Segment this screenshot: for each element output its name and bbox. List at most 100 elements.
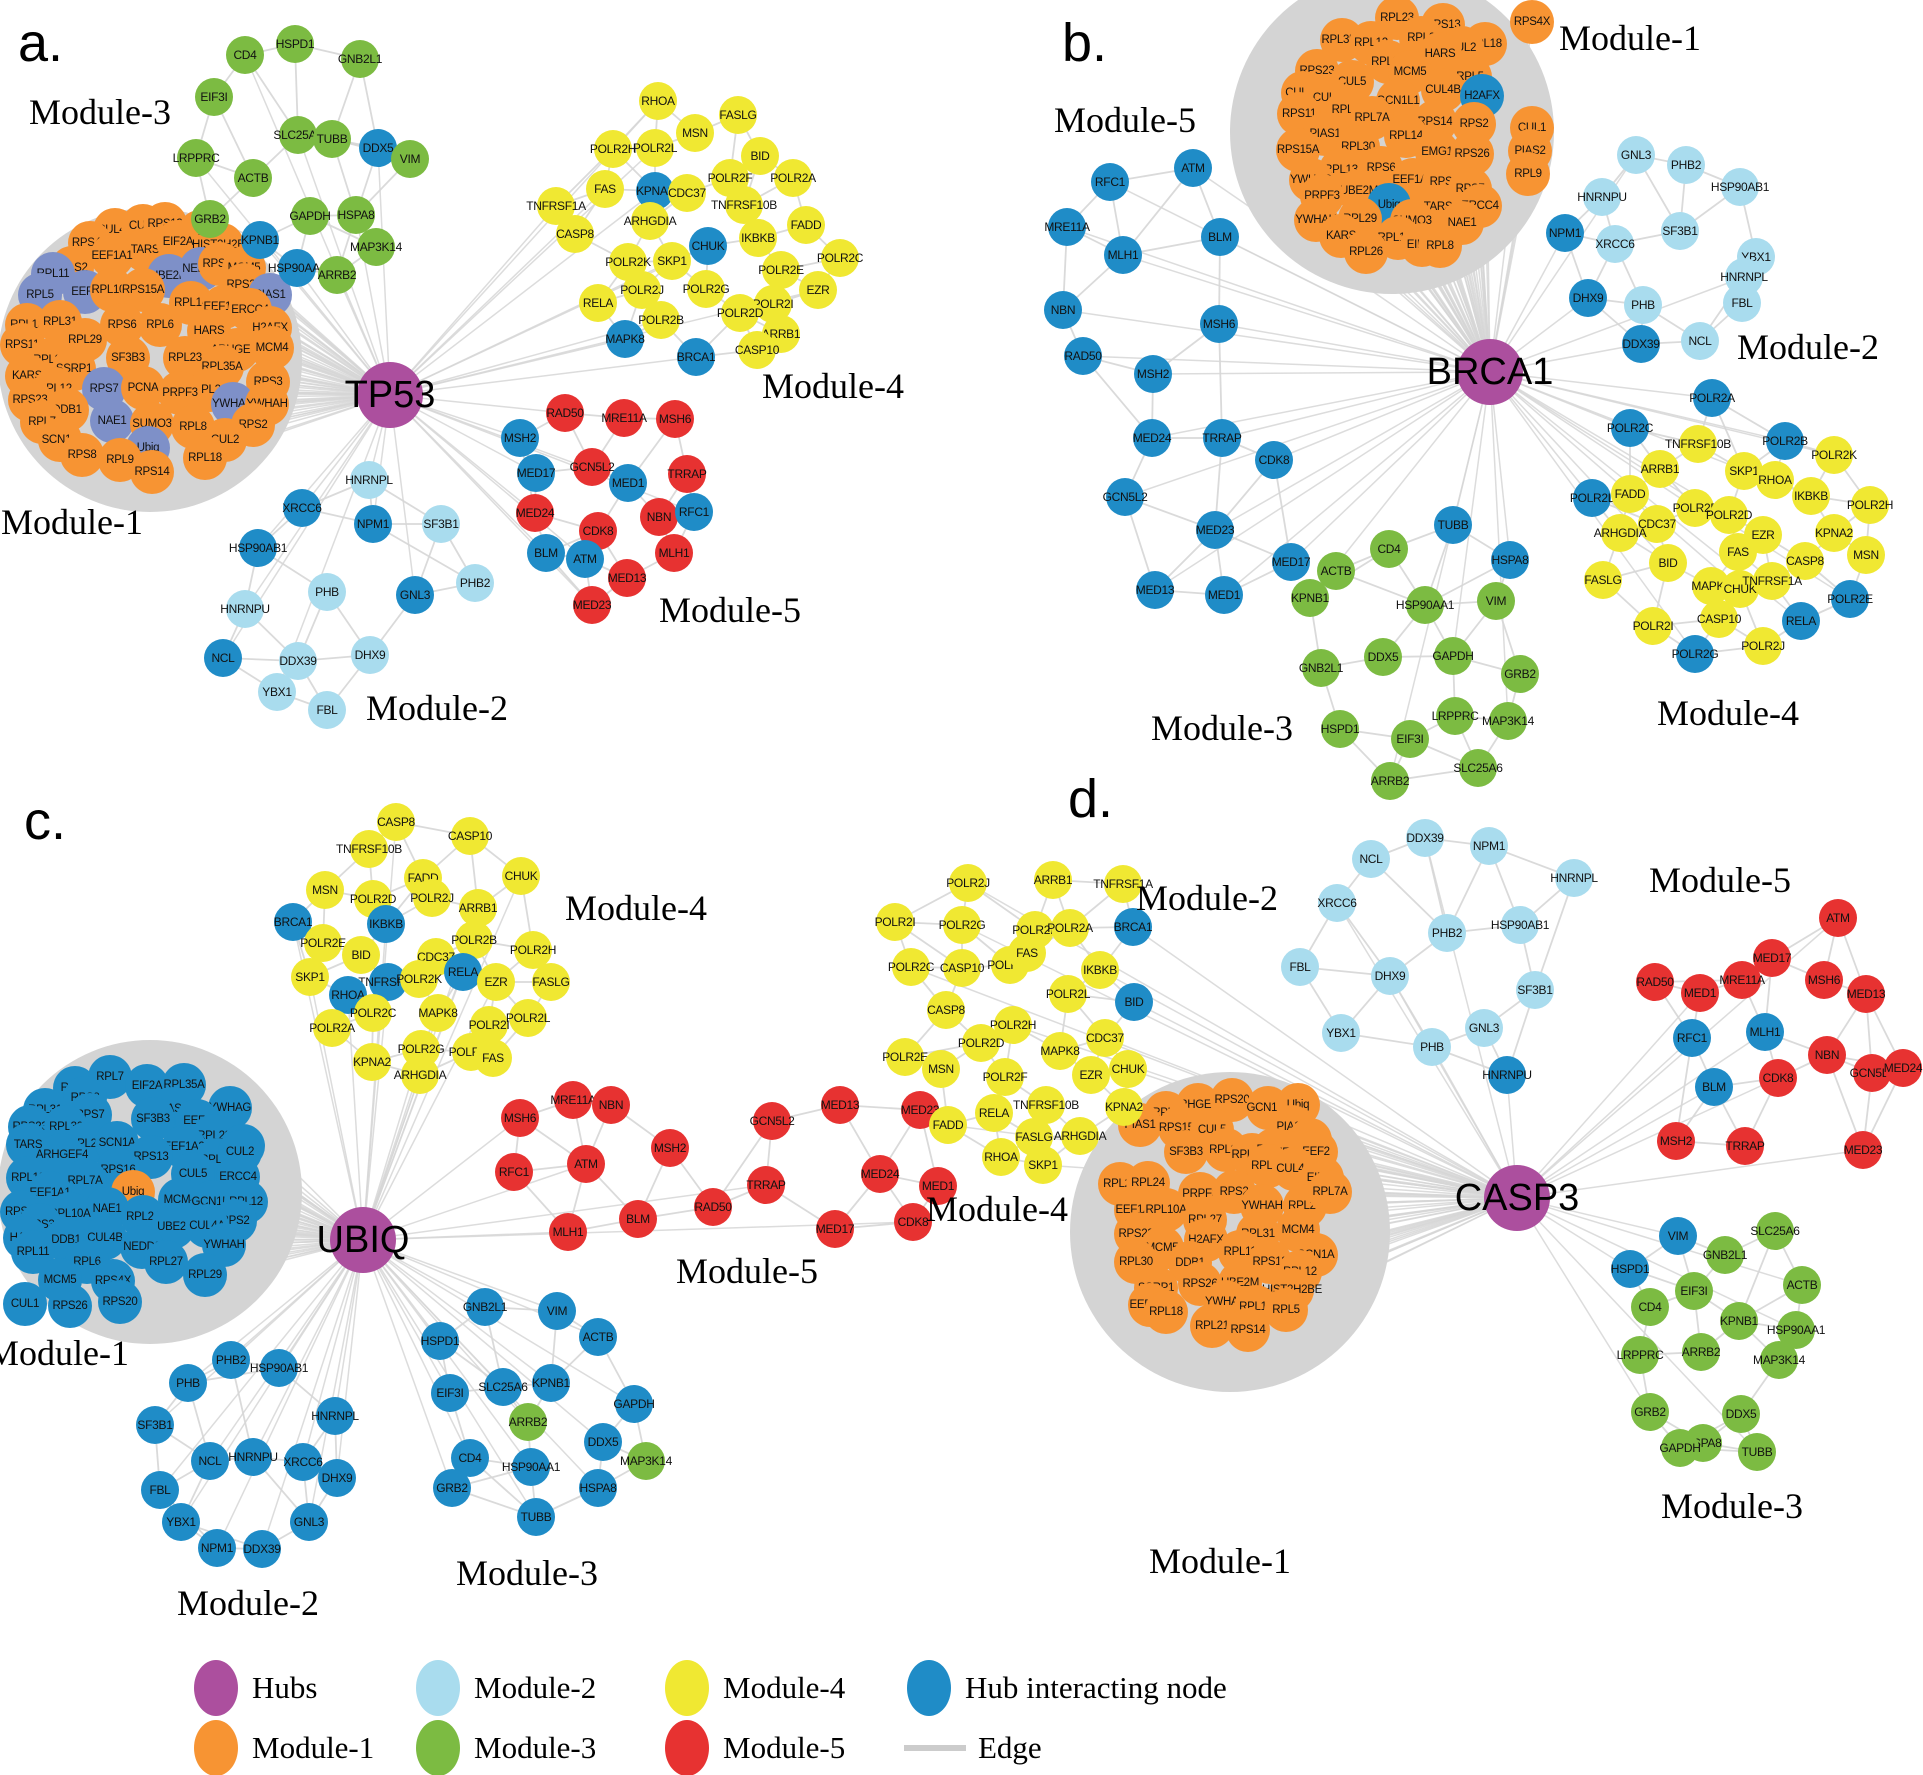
node-GRB2: GRB2 (191, 200, 229, 238)
node-label: GCN5L2 (569, 460, 615, 474)
node-label: TUBB (520, 1510, 552, 1524)
node-CHUK: CHUK (689, 227, 727, 265)
module-label: Module-5 (1054, 100, 1196, 140)
node-MAP3K14: MAP3K14 (1482, 702, 1534, 740)
node-label: POLR2I (1632, 619, 1674, 633)
node-POLR2F: POLR2F (983, 1058, 1028, 1096)
node-label: RPL8 (1426, 240, 1454, 252)
node-IKBKB: IKBKB (1792, 477, 1830, 515)
node-label: EMG1 (1421, 146, 1453, 158)
node-label: MED17 (516, 466, 556, 480)
node-label: POLR2D (1705, 508, 1753, 522)
node-HSPD1: HSPD1 (276, 25, 315, 63)
node-label: RPL7 (96, 1071, 124, 1083)
node-CDC37: CDC37 (668, 174, 706, 212)
node-label: HSPD1 (1320, 722, 1360, 736)
legend-swatch-module-3 (416, 1720, 460, 1775)
node-label: RELA (1785, 614, 1817, 628)
node-RFC1: RFC1 (1673, 1019, 1711, 1057)
node-label: POLR2E (300, 936, 346, 950)
node-DHX9: DHX9 (351, 636, 389, 674)
node-label: RPS20 (102, 1296, 138, 1308)
node-RELA: RELA (579, 284, 617, 322)
node-MED13: MED13 (1136, 571, 1175, 609)
node-label: POLR2L (505, 1011, 551, 1025)
module-label: Module-1 (1149, 1541, 1291, 1581)
node-LRPPRC: LRPPRC (1617, 1336, 1664, 1374)
node-EZR: EZR (1072, 1056, 1110, 1094)
node-TUBB: TUBB (1738, 1433, 1776, 1471)
node-label: PHB2 (1431, 926, 1463, 940)
node-label: RPL21 (1195, 1320, 1229, 1332)
node-label: RAD50 (1064, 349, 1102, 363)
node-label: ACTB (237, 171, 269, 185)
node-label: POLR2D (349, 892, 397, 906)
node-label: PHB (1631, 298, 1655, 312)
node-DDX39: DDX39 (1406, 819, 1444, 857)
node-label: FADD (790, 218, 822, 232)
node-label: PHB2 (459, 576, 491, 590)
node-label: POLR2E (1827, 592, 1873, 606)
node-label: POLR2K (396, 972, 442, 986)
node-label: IKBKB (1794, 489, 1828, 503)
node-label: TRRAP (1202, 431, 1242, 445)
module-label: Module-3 (1661, 1486, 1803, 1526)
node-GAPDH: GAPDH (289, 197, 331, 235)
node-MSH2: MSH2 (501, 419, 539, 457)
node-label: GRB2 (436, 1481, 468, 1495)
node-label: POLR2G (1671, 647, 1719, 661)
node-POLR2D: POLR2D (958, 1024, 1004, 1062)
node-MED17: MED17 (816, 1210, 855, 1248)
node-label: RFC1 (1676, 1031, 1708, 1045)
node-label: HSPA8 (337, 208, 375, 222)
node-label: RPL7A (1354, 112, 1390, 124)
node-TRRAP: TRRAP (1202, 419, 1242, 457)
node-label: RAD50 (1636, 975, 1674, 989)
node-label: YBX1 (166, 1515, 196, 1529)
node-ARRB2: ARRB2 (1371, 762, 1410, 800)
node-KPNB1: KPNB1 (241, 221, 279, 259)
node-MRE11A: MRE11A (1719, 961, 1765, 999)
node-label: BLM (1208, 230, 1232, 244)
node-label: BLM (1702, 1080, 1726, 1094)
node-label: TARS (13, 1139, 43, 1151)
node-GRB2: GRB2 (1631, 1393, 1669, 1431)
node-RFC1: RFC1 (495, 1153, 533, 1191)
legend-swatch-hub-interacting-node (907, 1660, 951, 1716)
node-label: MED1 (611, 476, 645, 490)
node-label: HARS (193, 325, 225, 337)
node-HSP90AB1: HSP90AB1 (250, 1349, 308, 1387)
node-label: CD4 (1638, 1300, 1662, 1314)
node-RFC1: RFC1 (1091, 163, 1129, 201)
node-label: HNRNPU (1577, 190, 1627, 204)
node-label: GNB2L1 (1298, 661, 1344, 675)
node-label: MSN (928, 1062, 954, 1076)
node-label: DDX39 (279, 654, 317, 668)
node-POLR2C: POLR2C (350, 994, 396, 1032)
node-label: ARRB1 (1640, 462, 1680, 476)
node-CASP8: CASP8 (1786, 542, 1824, 580)
node-MSH2: MSH2 (1134, 355, 1172, 393)
node-label: RPS20 (1214, 1094, 1250, 1106)
node-POLR2E: POLR2E (1827, 580, 1873, 618)
node-label: KPNB1 (241, 233, 279, 247)
node-YBX1: YBX1 (1322, 1014, 1360, 1052)
node-label: SF3B1 (423, 517, 459, 531)
node-label: SCN1A (98, 1137, 136, 1149)
node-MLH1: MLH1 (1104, 236, 1142, 274)
node-label: NCL (198, 1454, 222, 1468)
node-label: EEF1A2 (163, 1141, 205, 1153)
node-label: RELA (978, 1106, 1010, 1120)
node-MSH6: MSH6 (1200, 305, 1238, 343)
node-CASP10: CASP10 (940, 949, 984, 987)
node-MAP3K14: MAP3K14 (620, 1442, 672, 1480)
node-label: VIM (1485, 594, 1507, 608)
node-label: POLR2G (938, 918, 986, 932)
node-label: TRRAP (1725, 1139, 1765, 1153)
node-label: POLR2L (632, 141, 678, 155)
node-label: CASP8 (1786, 554, 1824, 568)
node-label: MRE11A (1719, 973, 1765, 987)
node-EIF3I: EIF3I (1675, 1272, 1713, 1310)
node-label: POLR2C (1606, 421, 1654, 435)
legend-swatch-module-5 (665, 1720, 709, 1775)
